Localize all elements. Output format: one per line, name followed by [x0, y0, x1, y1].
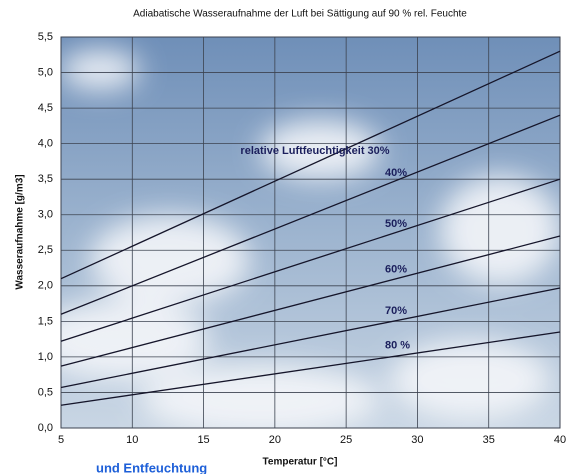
y-tick-label: 0,5 [38, 386, 53, 398]
y-tick-label: 5,0 [38, 66, 53, 78]
y-tick-label: 4,0 [38, 138, 53, 150]
page-fragment: und Entfeuchtung [96, 460, 207, 474]
series-label: 80 % [385, 340, 410, 352]
plot-background [30, 37, 560, 435]
y-tick-label: 3,0 [38, 209, 53, 221]
x-tick-label: 5 [58, 434, 64, 446]
y-tick-label: 0,0 [38, 422, 53, 434]
chart: Adiabatische Wasseraufnahme der Luft bei… [0, 0, 568, 474]
x-axis-label: Temperatur [°C] [263, 457, 338, 468]
x-tick-label: 20 [269, 434, 281, 446]
y-tick-label: 4,5 [38, 102, 53, 114]
series-label: 40% [385, 167, 407, 179]
x-tick-label: 25 [340, 434, 352, 446]
series-label: 70% [385, 305, 407, 317]
series-label: relative Luftfeuchtigkeit 30% [240, 145, 389, 157]
x-tick-label: 10 [126, 434, 138, 446]
y-tick-label: 1,0 [38, 351, 53, 363]
series-label: 60% [385, 264, 407, 276]
y-tick-label: 5,5 [38, 31, 53, 43]
y-tick-label: 2,5 [38, 244, 53, 256]
y-tick-label: 1,5 [38, 315, 53, 327]
series-label: 50% [385, 218, 407, 230]
x-tick-label: 35 [483, 434, 495, 446]
x-tick-label: 30 [411, 434, 423, 446]
x-tick-label: 15 [197, 434, 209, 446]
y-tick-label: 2,0 [38, 280, 53, 292]
y-tick-label: 3,5 [38, 173, 53, 185]
x-tick-label: 40 [554, 434, 566, 446]
y-axis-label: Wasseraufnahme [g/m3] [15, 174, 26, 289]
chart-title: Adiabatische Wasseraufnahme der Luft bei… [133, 9, 467, 20]
